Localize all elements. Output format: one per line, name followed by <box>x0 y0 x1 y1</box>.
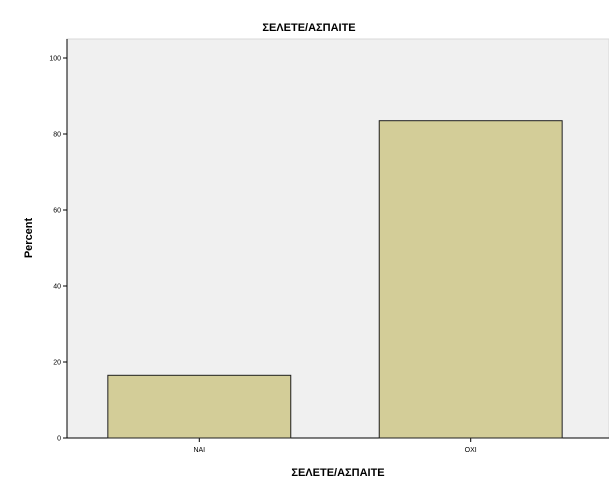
y-tick-label: 0 <box>57 436 61 443</box>
x-tick-label: ΝΑΙ <box>193 447 205 454</box>
y-axis-title: Percent <box>23 217 35 258</box>
x-tick-label: ΟΧΙ <box>465 447 477 454</box>
y-tick-label: 100 <box>49 56 61 63</box>
y-tick-label: 80 <box>53 132 61 139</box>
chart-title: ΣΕΛΕΤΕ/ΑΣΠΑΙΤΕ <box>262 22 355 34</box>
y-tick-label: 40 <box>53 284 61 291</box>
y-axis: 0 20 40 60 80 100 <box>49 39 68 443</box>
y-tick-label: 60 <box>53 208 61 215</box>
bars <box>107 120 563 439</box>
x-axis: ΝΑΙ ΟΧΙ <box>67 437 609 454</box>
bar-1 <box>107 374 292 439</box>
x-axis-title: ΣΕΛΕΤΕ/ΑΣΠΑΙΤΕ <box>291 467 384 479</box>
y-tick-label: 20 <box>53 360 61 367</box>
bar-2 <box>378 120 563 439</box>
